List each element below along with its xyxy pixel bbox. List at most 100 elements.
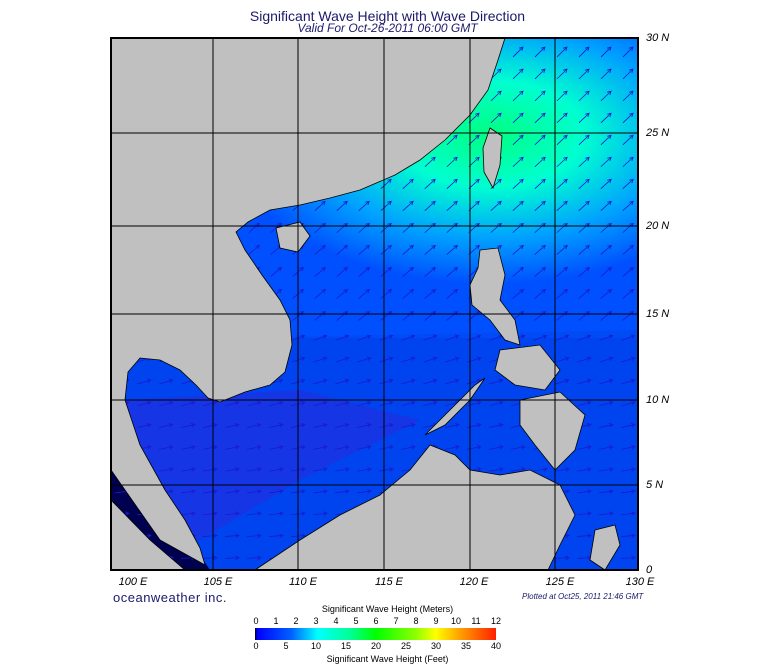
wave-direction-arrow [380,288,392,299]
wave-direction-arrow [314,200,326,211]
wave-direction-arrow [335,422,350,428]
wave-direction-arrow [380,244,392,255]
wave-direction-arrow [203,467,218,472]
wave-direction-arrow [600,156,612,168]
wave-direction-arrow [578,156,590,168]
wave-direction-arrow [467,445,482,450]
wave-direction-arrow [357,334,372,341]
colorbar-feet-tick: 15 [340,641,352,651]
wave-direction-arrow [468,200,480,211]
wave-direction-arrow [556,68,568,80]
wave-direction-arrow [247,400,262,407]
wave-direction-arrow [467,422,482,428]
wave-direction-arrow [600,90,612,102]
wave-direction-arrow [599,334,614,341]
wave-direction-arrow [577,489,592,494]
wave-direction-arrow [336,200,348,211]
wave-direction-arrow [268,533,284,538]
wave-direction-arrow [358,266,370,277]
wave-direction-arrow [446,178,458,190]
wave-direction-arrow [556,200,568,211]
wave-direction-arrow [401,334,416,341]
wave-direction-arrow [269,445,284,450]
wave-direction-arrow [622,266,634,277]
wave-direction-arrow [159,400,174,407]
wave-direction-arrow [380,178,392,190]
wave-direction-arrow [534,46,546,58]
wave-direction-arrow [490,112,502,124]
wave-direction-arrow [423,334,438,341]
wave-direction-arrow [622,244,634,255]
wave-direction-arrow [512,46,524,58]
map-title: Significant Wave Height with Wave Direct… [249,8,526,24]
wave-direction-arrow [512,266,524,277]
wave-direction-arrow [269,400,284,407]
land-masses [111,38,621,570]
colorbar-meter-tick: 5 [353,616,359,626]
lat-label: 15 N [646,308,670,320]
colorbar-meter-tick: 6 [373,616,379,626]
wave-direction-arrow [202,511,218,516]
wave-direction-arrow [446,288,458,299]
wave-direction-arrow [446,134,458,146]
wave-direction-arrow [181,400,196,407]
wave-direction-arrow [556,90,568,102]
wave-direction-arrow [600,244,612,255]
colorbar-feet-title: Significant Wave Height (Feet) [326,654,449,664]
wave-direction-arrow [468,134,480,146]
plotted-timestamp: Plotted at Oct25, 2011 21:46 GMT [522,592,644,601]
wave-direction-arrow [534,68,546,80]
wave-direction-arrow [357,378,372,385]
wave-direction-arrow [555,378,570,385]
wave-direction-arrow [577,467,592,472]
wave-direction-arrow [489,400,504,407]
wave-direction-arrow [599,400,614,407]
wave-direction-arrow [313,422,328,428]
map-frame [110,37,639,571]
colorbar-meter-tick: 10 [450,616,462,626]
wave-direction-arrow [622,288,634,299]
lat-lon-grid [111,38,638,570]
wave-direction-arrow [247,445,262,450]
wave-direction-arrow [247,467,262,472]
wave-direction-arrow [445,356,460,363]
wave-direction-arrow [511,467,526,472]
wave-direction-arrow [358,288,370,299]
wave-direction-arrow [446,266,458,277]
wave-direction-arrow [247,489,262,494]
wave-direction-arrow [578,112,590,124]
colorbar-meter-tick: 2 [293,616,299,626]
hainan-island [275,221,311,253]
wave-direction-arrow [556,288,568,299]
wave-direction-arrow [578,46,590,58]
colorbar-meter-tick: 7 [393,616,399,626]
wave-direction-arrow [314,288,326,299]
colorbar-meter-tick: 8 [413,616,419,626]
mainland-asia [111,38,506,566]
wave-direction-arrow [578,178,590,190]
wave-direction-arrow [401,356,416,363]
wave-direction-arrow [225,467,240,472]
wave-direction-arrow [379,378,394,385]
wave-direction-arrow [490,200,502,211]
wave-direction-arrow [445,334,460,341]
wave-direction-arrow [313,334,328,341]
wave-direction-arrow [159,422,174,428]
wave-direction-arrow [246,511,262,516]
wave-direction-arrow [554,555,570,561]
wave-direction-arrow [468,178,480,190]
wave-direction-arrow [556,178,568,190]
colorbar-meter-tick: 11 [471,616,481,626]
wave-direction-arrow [534,112,546,124]
wave-direction-arrow [424,156,436,168]
wave-direction-arrow [600,112,612,124]
wave-direction-arrow [181,422,196,428]
wave-direction-arrow [224,511,240,516]
wave-direction-arrow [556,266,568,277]
wave-direction-arrow [622,68,634,80]
wave-direction-arrow [402,200,414,211]
wave-direction-arrow [600,178,612,190]
wave-direction-arrow [556,244,568,255]
oceanweather-logo: oceanweather inc. [113,590,228,605]
